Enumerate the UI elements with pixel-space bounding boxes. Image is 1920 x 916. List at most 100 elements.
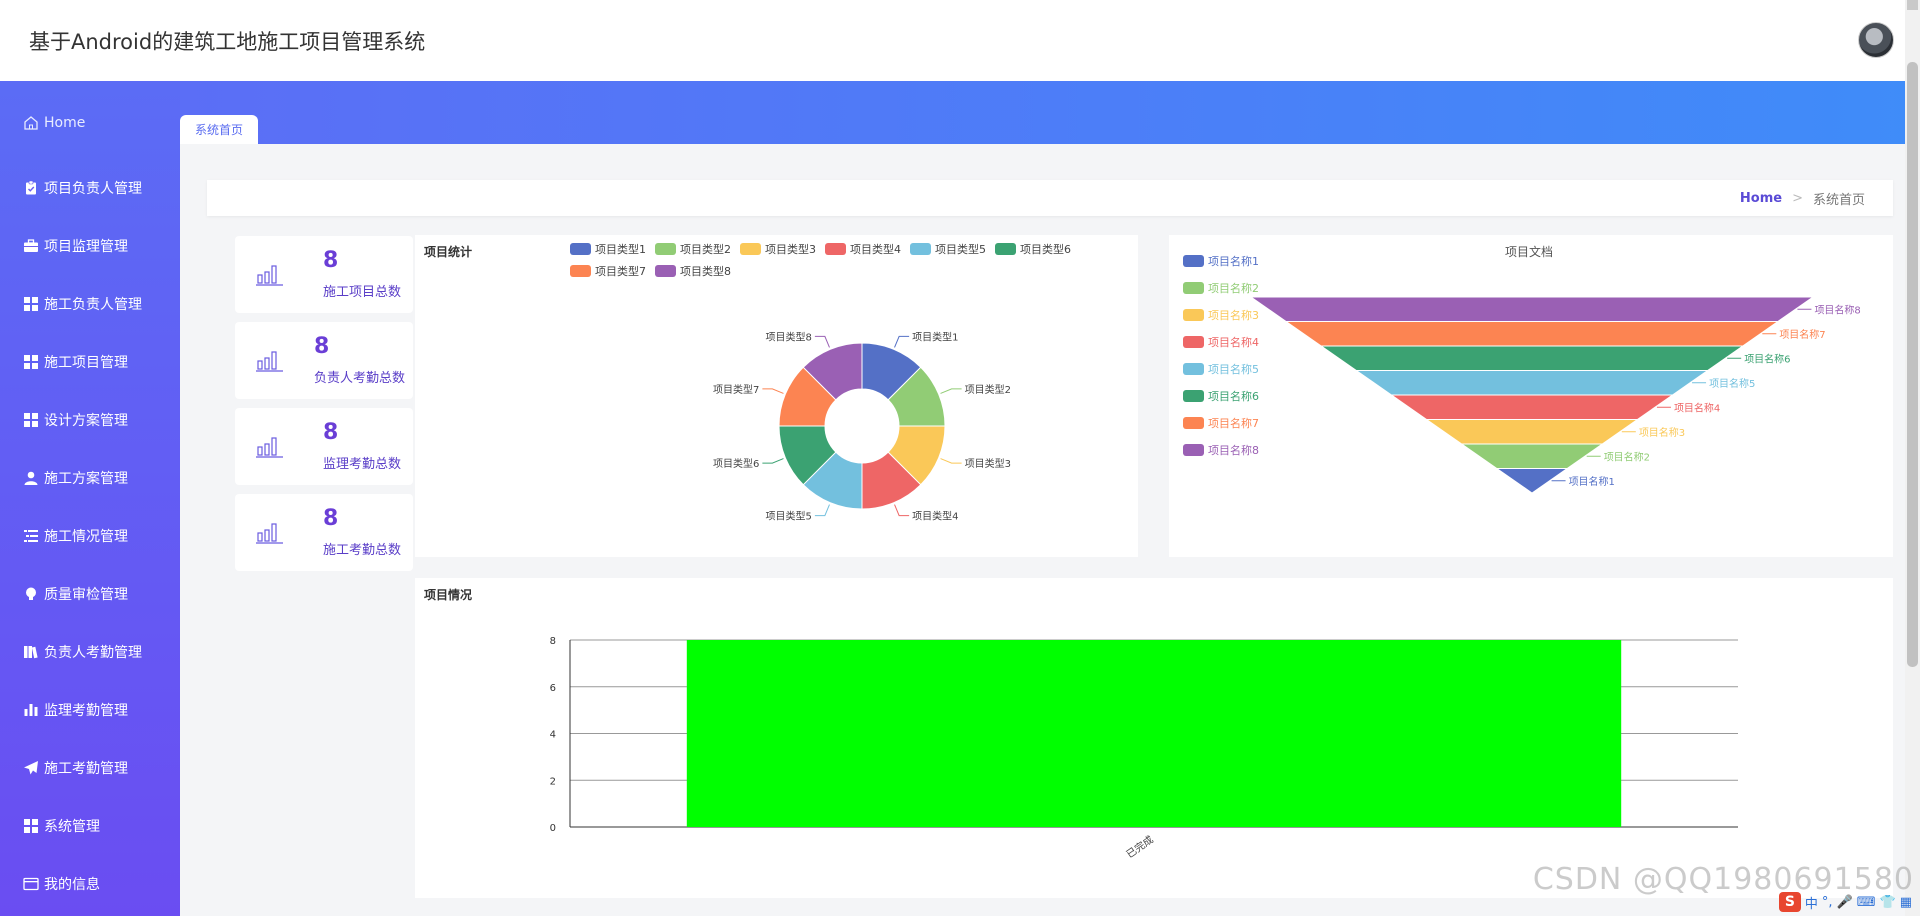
grid-menu-icon[interactable]: ▦: [1899, 894, 1912, 910]
grid-icon: [22, 817, 40, 835]
funnel-label: 项目名称1: [1569, 475, 1615, 488]
legend-item[interactable]: 项目类型3: [740, 238, 816, 260]
sidebar-item-construction-leader[interactable]: 施工负责人管理: [0, 275, 180, 333]
legend-swatch: [1183, 308, 1204, 321]
punctuation-mode[interactable]: °,: [1821, 894, 1833, 910]
funnel-chart: 项目名称8 项目名称7 项目名称6 项目名称5 项目名称4 项目名称3 项目名称2 项目名称1: [1249, 296, 1861, 494]
pie-chart: 项目类型1 项目类型2 项目类型3 项目类型4 项目类型5 项目类型6 项目类型7 项目类型8: [713, 330, 1011, 522]
sidebar-item-quality-check[interactable]: 质量审检管理: [0, 565, 180, 623]
legend-item[interactable]: 项目类型8: [655, 260, 731, 282]
legend-label: 项目名称3: [1208, 308, 1259, 322]
sidebar-item-label: 我的信息: [44, 877, 100, 893]
legend-item[interactable]: 项目类型4: [825, 238, 901, 260]
paper-plane-icon: [22, 759, 40, 777]
legend-label: 项目名称1: [1208, 254, 1259, 268]
stat-card-construction-attendance: 8 施工考勤总数: [235, 494, 413, 571]
pie-label-line: [762, 458, 784, 464]
pie-label-line: [894, 504, 910, 517]
legend-item[interactable]: 项目名称2: [1183, 274, 1259, 301]
sidebar-item-construction-status[interactable]: 施工情况管理: [0, 507, 180, 565]
pie-label: 项目类型3: [965, 457, 1011, 470]
sidebar-item-label: 负责人考勤管理: [44, 645, 142, 661]
tab-home[interactable]: 系统首页: [180, 115, 258, 144]
legend-item[interactable]: 项目类型5: [910, 238, 986, 260]
sidebar-item-leader-attendance[interactable]: 负责人考勤管理: [0, 623, 180, 681]
sidebar-item-label: 系统管理: [44, 819, 100, 835]
legend-item[interactable]: 项目类型6: [995, 238, 1071, 260]
funnel-label: 项目名称2: [1604, 450, 1650, 463]
funnel-segment: [1495, 468, 1569, 494]
pie-label-line: [814, 335, 830, 348]
sidebar: Home 项目负责人管理 项目监理管理 施工负责人管理 施工项目管理 设计方案管…: [0, 81, 180, 916]
scroll-thumb[interactable]: [1907, 62, 1918, 667]
funnel-label: 项目名称5: [1709, 377, 1755, 390]
pie-slice: [802, 342, 863, 401]
grid-icon: [22, 295, 40, 313]
ime-mode[interactable]: 中: [1804, 896, 1818, 912]
sidebar-item-project-supervisor[interactable]: 项目监理管理: [0, 217, 180, 275]
pie-label: 项目类型2: [965, 383, 1011, 396]
legend-item[interactable]: 项目类型7: [570, 260, 646, 282]
sidebar-item-project-leader[interactable]: 项目负责人管理: [0, 159, 180, 217]
legend-item[interactable]: 项目名称4: [1183, 328, 1259, 355]
page-scrollbar[interactable]: [1905, 0, 1920, 916]
sidebar-item-home[interactable]: Home: [0, 81, 180, 159]
legend-item[interactable]: 项目名称1: [1183, 247, 1259, 274]
breadcrumb-home-link[interactable]: Home: [1739, 190, 1783, 206]
legend-swatch: [1183, 254, 1204, 267]
sidebar-item-supervisor-attendance[interactable]: 监理考勤管理: [0, 681, 180, 739]
sidebar-item-label: 设计方案管理: [44, 413, 128, 429]
sidebar-item-construction-attendance[interactable]: 施工考勤管理: [0, 739, 180, 797]
sidebar-item-label: 施工负责人管理: [44, 297, 142, 313]
legend-label: 项目类型4: [850, 243, 901, 256]
bar-chart-icon: [256, 351, 283, 372]
legend-swatch: [1183, 389, 1204, 402]
legend-swatch: [1183, 335, 1204, 348]
legend-item[interactable]: 项目名称3: [1183, 301, 1259, 328]
legend-item[interactable]: 项目类型2: [655, 238, 731, 260]
legend-swatch: [570, 265, 591, 277]
bar-chart-icon: [256, 437, 283, 458]
pie-label: 项目类型7: [713, 383, 759, 396]
grid-icon: [22, 353, 40, 371]
pie-label-line: [814, 504, 830, 517]
sidebar-item-system[interactable]: 系统管理: [0, 797, 180, 855]
legend-item[interactable]: 项目名称6: [1183, 382, 1259, 409]
microphone-icon[interactable]: 🎤: [1836, 894, 1853, 910]
ime-tray: S 中 °, 🎤 ⌨ 👕 ▦: [1778, 892, 1912, 912]
avatar[interactable]: [1858, 22, 1894, 58]
project-stats-panel: 项目统计 项目类型1 项目类型2 项目类型3 项目类型4 项目类型5 项目类型6 项目类型7…: [415, 235, 1138, 557]
y-tick-label: 2: [550, 776, 556, 787]
breadcrumb-separator: >: [1792, 190, 1803, 206]
legend-label: 项目名称5: [1208, 362, 1259, 376]
sidebar-item-construction-plan[interactable]: 施工方案管理: [0, 449, 180, 507]
stat-value: 8: [314, 334, 330, 359]
funnel-segment: [1354, 370, 1710, 396]
card-icon: [22, 875, 40, 893]
keyboard-icon[interactable]: ⌨: [1856, 894, 1876, 910]
sidebar-item-label: 项目监理管理: [44, 239, 128, 255]
skin-icon[interactable]: 👕: [1879, 894, 1896, 910]
sidebar-item-label: Home: [44, 115, 86, 131]
pie-label: 项目类型6: [713, 457, 759, 470]
legend-label: 项目类型3: [765, 243, 816, 256]
legend-item[interactable]: 项目名称8: [1183, 436, 1259, 463]
list-icon: [22, 527, 40, 545]
legend-item[interactable]: 项目名称5: [1183, 355, 1259, 382]
legend-label: 项目类型6: [1020, 243, 1071, 256]
legend-item[interactable]: 项目类型1: [570, 238, 646, 260]
funnel-segment: [1284, 321, 1780, 347]
sidebar-item-construction-project[interactable]: 施工项目管理: [0, 333, 180, 391]
sidebar-item-design-plan[interactable]: 设计方案管理: [0, 391, 180, 449]
books-icon: [22, 643, 40, 661]
legend-label: 项目类型2: [680, 243, 731, 256]
sidebar-item-my-info[interactable]: 我的信息: [0, 855, 180, 913]
legend-item[interactable]: 项目名称7: [1183, 409, 1259, 436]
pie-label: 项目类型8: [766, 330, 812, 343]
sidebar-item-label: 质量审检管理: [44, 587, 128, 603]
scroll-up-arrow[interactable]: [1907, 0, 1918, 10]
legend-swatch: [655, 243, 676, 255]
pie-label: 项目类型1: [912, 330, 958, 343]
sogou-icon[interactable]: S: [1778, 892, 1801, 912]
bar: [686, 640, 1622, 827]
